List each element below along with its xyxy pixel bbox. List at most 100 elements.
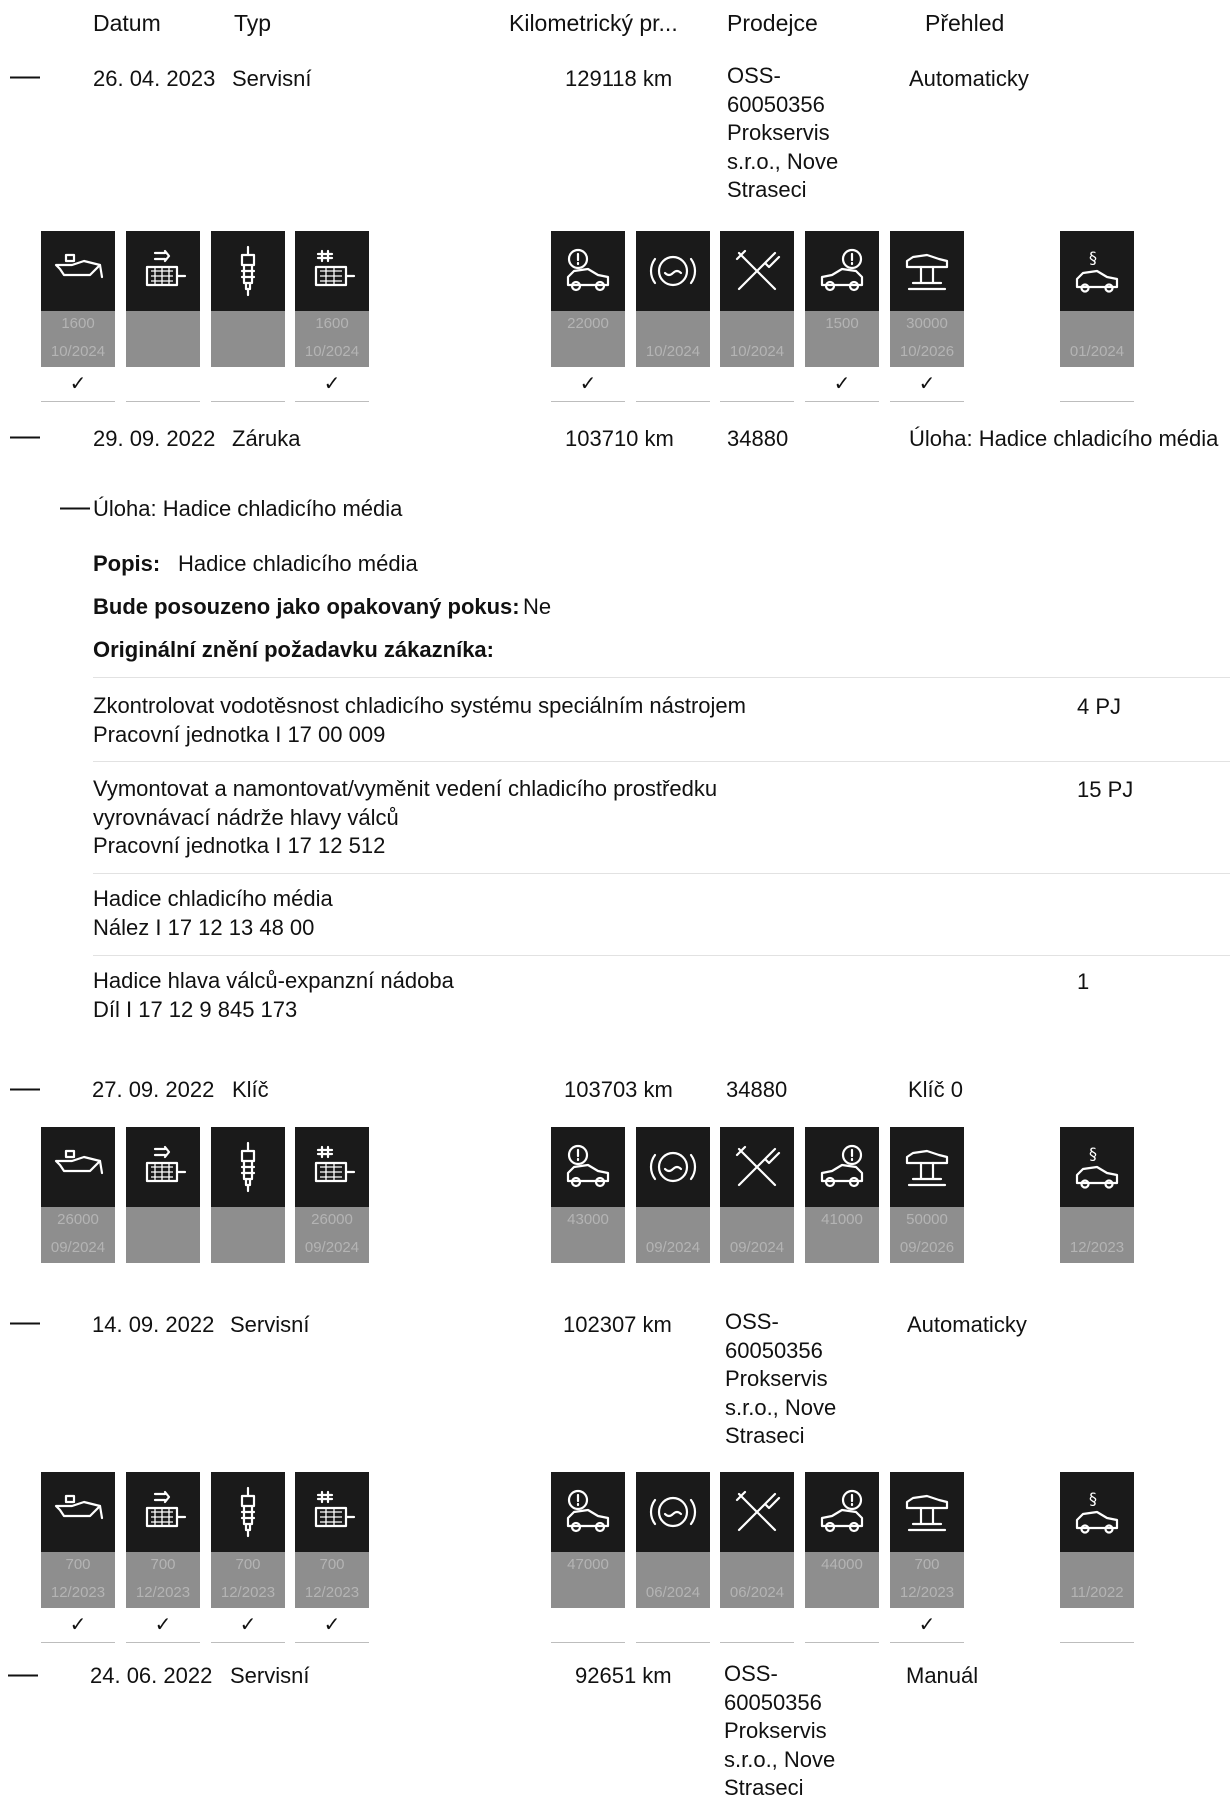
service-due-km: 700 bbox=[65, 1556, 91, 1573]
tile-underline bbox=[295, 1642, 369, 1643]
divider bbox=[93, 761, 1230, 762]
service-due-km: 1500 bbox=[825, 315, 859, 332]
service-due-date: 10/2024 bbox=[50, 343, 106, 360]
engine-oil-icon bbox=[41, 1472, 115, 1552]
column-header-type[interactable]: Typ bbox=[234, 10, 272, 36]
service-tile: 700 12/2023 ✓ bbox=[41, 1472, 115, 1643]
collapse-toggle[interactable]: — bbox=[10, 419, 40, 452]
tile-underline bbox=[41, 401, 115, 402]
tile-underline bbox=[126, 401, 200, 402]
record-mileage: 92651 km bbox=[575, 1663, 672, 1688]
service-tile: § 11/2022 bbox=[1060, 1472, 1134, 1643]
front-brake-icon bbox=[551, 1472, 625, 1552]
record-date: 26. 04. 2023 bbox=[93, 66, 216, 91]
performed-checkmark: ✓ bbox=[69, 373, 87, 395]
vehicle-inspection-icon bbox=[890, 231, 964, 311]
record-mileage: 103703 km bbox=[564, 1077, 673, 1102]
performed-checkmark: ✓ bbox=[833, 373, 851, 395]
record-date: 24. 06. 2022 bbox=[90, 1663, 213, 1688]
service-tile: 22000 ✓ bbox=[551, 231, 625, 402]
service-due-date: 09/2024 bbox=[645, 1239, 701, 1256]
record-date: 29. 09. 2022 bbox=[93, 426, 216, 451]
tile-underline bbox=[890, 401, 964, 402]
statutory-inspection-icon: § bbox=[1060, 1127, 1134, 1207]
task-item: Vymontovat a namontovat/vyměnit vedení c… bbox=[93, 776, 718, 858]
front-brake-icon bbox=[551, 1127, 625, 1207]
service-tile: 09/2024 bbox=[636, 1127, 710, 1263]
service-due-date: 06/2024 bbox=[645, 1584, 701, 1601]
repeat-value: Ne bbox=[523, 594, 552, 619]
column-header-mileage[interactable]: Kilometrický pr... bbox=[509, 10, 678, 36]
fuel-filter-icon bbox=[295, 1472, 369, 1552]
performed-checkmark: ✓ bbox=[239, 1614, 257, 1636]
task-item-qty: 15 PJ bbox=[1077, 777, 1134, 802]
rear-brake-icon bbox=[805, 1472, 879, 1552]
rear-brake-icon bbox=[805, 1127, 879, 1207]
original-request-label: Originální znění požadavku zákazníka: bbox=[93, 637, 494, 662]
service-due-km: 700 bbox=[914, 1556, 940, 1573]
performed-checkmark: ✓ bbox=[69, 1614, 87, 1636]
service-tile bbox=[211, 1127, 285, 1263]
service-tools-icon bbox=[720, 1127, 794, 1207]
service-due-date: 09/2024 bbox=[304, 1239, 360, 1256]
service-tile: 30000 10/2026 ✓ bbox=[890, 231, 964, 402]
tile-underline bbox=[211, 401, 285, 402]
task-collapse-toggle[interactable]: — bbox=[60, 490, 90, 523]
tile-underline bbox=[805, 1642, 879, 1643]
tile-underline bbox=[41, 1642, 115, 1643]
brake-fluid-icon bbox=[636, 1127, 710, 1207]
divider bbox=[93, 955, 1230, 956]
record-overview: Manuál bbox=[906, 1663, 979, 1688]
record-dealer: OSS- 60050356 Prokservis s.r.o., Nove Strase… bbox=[727, 63, 839, 202]
service-due-km: 44000 bbox=[821, 1556, 863, 1573]
spark-plug-icon bbox=[211, 1472, 285, 1552]
service-tile: 700 12/2023 ✓ bbox=[211, 1472, 285, 1643]
column-header-dealer[interactable]: Prodejce bbox=[727, 10, 818, 36]
service-tile: § 12/2023 bbox=[1060, 1127, 1134, 1263]
record-mileage: 129118 km bbox=[565, 66, 673, 91]
collapse-toggle[interactable]: — bbox=[10, 1071, 40, 1104]
record-type: Servisní bbox=[230, 1663, 310, 1688]
record-type: Záruka bbox=[232, 426, 301, 451]
task-item: Hadice chladicího média Nález I 17 12 13 … bbox=[93, 886, 333, 940]
service-tile: 43000 bbox=[551, 1127, 625, 1263]
service-due-date: 12/2023 bbox=[220, 1584, 276, 1601]
service-tile: 09/2024 bbox=[720, 1127, 794, 1263]
record-type: Servisní bbox=[230, 1312, 310, 1337]
tile-underline bbox=[211, 1642, 285, 1643]
record-overview: Automaticky bbox=[907, 1312, 1027, 1337]
service-tile: 06/2024 bbox=[636, 1472, 710, 1643]
service-due-date: 09/2026 bbox=[899, 1239, 955, 1256]
service-due-date: 12/2023 bbox=[1069, 1239, 1125, 1256]
performed-checkmark: ✓ bbox=[323, 373, 341, 395]
repeat-label: Bude posouzeno jako opakovaný pokus: bbox=[93, 594, 520, 619]
service-tile: 41000 bbox=[805, 1127, 879, 1263]
tile-underline bbox=[126, 1642, 200, 1643]
tile-underline bbox=[636, 1642, 710, 1643]
statutory-inspection-icon: § bbox=[1060, 1472, 1134, 1552]
collapse-toggle[interactable]: — bbox=[8, 1657, 38, 1690]
record-dealer: OSS- 60050356 Prokservis s.r.o., Nove Strase… bbox=[724, 1661, 836, 1800]
service-due-km: 700 bbox=[235, 1556, 261, 1573]
tile-underline bbox=[551, 401, 625, 402]
service-due-date: 01/2024 bbox=[1069, 343, 1125, 360]
service-due-km: 47000 bbox=[567, 1556, 609, 1573]
divider bbox=[93, 677, 1230, 678]
service-due-km: 1600 bbox=[61, 315, 95, 332]
svg-text:§: § bbox=[1089, 1489, 1097, 1508]
service-tile: 700 12/2023 ✓ bbox=[890, 1472, 964, 1643]
column-header-overview[interactable]: Přehled bbox=[925, 10, 1005, 36]
collapse-toggle[interactable]: — bbox=[10, 1305, 40, 1338]
record-dealer: 34880 bbox=[726, 1077, 788, 1102]
service-tile: 50000 09/2026 bbox=[890, 1127, 964, 1263]
record-dealer: 34880 bbox=[727, 426, 789, 451]
tile-underline bbox=[720, 1642, 794, 1643]
svg-text:§: § bbox=[1089, 1144, 1097, 1163]
statutory-inspection-icon: § bbox=[1060, 231, 1134, 311]
record-type: Klíč bbox=[232, 1077, 269, 1102]
service-tile: 10/2024 bbox=[636, 231, 710, 402]
column-header-date[interactable]: Datum bbox=[93, 10, 161, 36]
collapse-toggle[interactable]: — bbox=[10, 59, 40, 92]
microfilter-icon bbox=[126, 1127, 200, 1207]
service-due-date: 06/2024 bbox=[729, 1584, 785, 1601]
